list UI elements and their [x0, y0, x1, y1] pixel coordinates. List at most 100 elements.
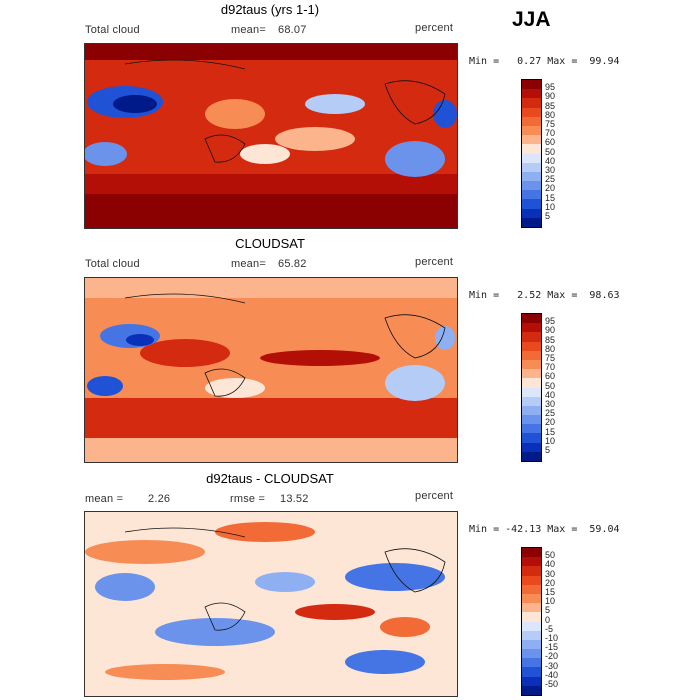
colorbar-tick-label: 70: [545, 362, 556, 373]
colorbar-swatch: [522, 107, 541, 117]
colorbar-swatch: [522, 181, 541, 191]
panel-3-mean-value: 2.26: [148, 493, 171, 505]
colorbar-swatch: [522, 199, 541, 209]
colorbar-tick-label: 40: [545, 155, 556, 166]
panel-2-map: [84, 277, 458, 463]
colorbar-swatch: [522, 89, 541, 99]
panel-3-unit-label: percent: [415, 490, 454, 502]
colorbar-swatch: [522, 153, 541, 163]
colorbar-swatch: [522, 593, 541, 604]
colorbar-swatch: [522, 314, 541, 324]
colorbar-swatch: [522, 98, 541, 108]
panel-1-mean-value: 68.07: [278, 24, 307, 36]
colorbar-tick-label: 15: [545, 192, 556, 203]
colorbar-swatch: [522, 548, 541, 558]
colorbar-tick-label: 20: [545, 417, 556, 428]
colorbar-tick-label: 40: [545, 559, 556, 570]
colorbar-tick-label: 20: [545, 577, 556, 588]
colorbar-tick-label: 95: [545, 316, 556, 327]
colorbar-tick-label: 95: [545, 82, 556, 93]
panel-3-minmax: Min = -42.13 Max = 59.04: [469, 524, 620, 535]
colorbar-swatch: [522, 217, 541, 227]
season-label: JJA: [512, 8, 551, 31]
colorbar-swatch: [522, 433, 541, 443]
panel-1-map-field: [85, 44, 457, 228]
colorbar-tick-label: -5: [545, 623, 554, 634]
colorbar-swatch: [522, 612, 541, 622]
panel-2-mean-value: 65.82: [278, 258, 307, 270]
colorbar-swatch: [522, 332, 541, 342]
colorbar-tick-label: 50: [545, 146, 556, 157]
colorbar-swatch: [522, 116, 541, 126]
colorbar-tick-label: -50: [545, 679, 559, 689]
colorbar-tick-label: 85: [545, 100, 556, 111]
colorbar-swatch: [522, 171, 541, 182]
panel-1-map: [84, 43, 458, 229]
colorbar-swatch: [522, 350, 541, 360]
colorbar-tick-label: 20: [545, 183, 556, 194]
colorbar-swatch: [522, 125, 541, 136]
colorbar-swatch: [522, 190, 541, 200]
colorbar-tick-label: 30: [545, 568, 556, 579]
colorbar-tick-label: 90: [545, 325, 556, 336]
panel-2-variable-label: Total cloud: [85, 258, 140, 270]
colorbar-swatch: [522, 387, 541, 397]
colorbar-swatch: [522, 676, 541, 686]
colorbar-swatch: [522, 603, 541, 613]
colorbar-tick-label: 5: [545, 605, 551, 616]
panel-1-variable-label: Total cloud: [85, 24, 140, 36]
colorbar-tick-label: 90: [545, 91, 556, 102]
panel-2-map-field: [85, 278, 457, 462]
colorbar-tick-label: 60: [545, 137, 556, 148]
colorbar-swatch: [522, 451, 541, 461]
colorbar-tick-label: 50: [545, 380, 556, 391]
colorbar-tick-label: 10: [545, 435, 556, 446]
colorbar-tick-label: -15: [545, 642, 559, 653]
panel-3-colorbar: [521, 547, 542, 696]
colorbar-swatch: [522, 369, 541, 379]
colorbar-tick-label: 50: [545, 550, 556, 561]
colorbar-swatch: [522, 208, 541, 218]
colorbar-tick-label: 30: [545, 399, 556, 409]
colorbar-swatch: [522, 162, 541, 172]
colorbar-swatch: [522, 557, 541, 567]
panel-3-rmse-label: rmse =: [230, 493, 266, 505]
colorbar-tick-label: -20: [545, 651, 559, 662]
panel-2-minmax: Min = 2.52 Max = 98.63: [469, 290, 620, 301]
colorbar-tick-label: -30: [545, 660, 559, 671]
panel-3-map: [84, 511, 458, 697]
panel-1-minmax: Min = 0.27 Max = 99.94: [469, 56, 620, 67]
colorbar-tick-label: 40: [545, 389, 556, 400]
colorbar-swatch: [522, 649, 541, 659]
colorbar-tick-label: 15: [545, 587, 556, 597]
colorbar-tick-label: 0: [545, 614, 551, 625]
colorbar-tick-label: 70: [545, 128, 556, 139]
colorbar-tick-label: 75: [545, 119, 556, 129]
colorbar-tick-label: 30: [545, 165, 556, 175]
colorbar-tick-label: 5: [545, 445, 551, 455]
colorbar-swatch: [522, 80, 541, 90]
colorbar-tick-label: 15: [545, 426, 556, 437]
panel-3-rmse-value: 13.52: [280, 493, 309, 505]
colorbar-swatch: [522, 639, 541, 650]
colorbar-swatch: [522, 685, 541, 695]
colorbar-tick-label: 25: [545, 174, 556, 185]
colorbar-tick-label: 80: [545, 343, 556, 354]
colorbar-swatch: [522, 415, 541, 425]
panel-2-unit-label: percent: [415, 256, 454, 268]
colorbar-tick-label: 60: [545, 371, 556, 382]
colorbar-swatch: [522, 442, 541, 452]
colorbar-swatch: [522, 396, 541, 406]
colorbar-swatch: [522, 424, 541, 434]
panel-3-title: d92taus - CLOUDSAT: [206, 471, 334, 486]
colorbar-swatch: [522, 405, 541, 416]
colorbar-swatch: [522, 323, 541, 333]
panel-3-mean-label: mean =: [85, 493, 124, 505]
colorbar-tick-label: 10: [545, 596, 556, 607]
panel-1-title: d92taus (yrs 1-1): [220, 2, 320, 17]
panel-2-title: CLOUDSAT: [235, 236, 305, 251]
colorbar-tick-label: 80: [545, 109, 556, 120]
panel-1-unit-label: percent: [415, 22, 454, 34]
colorbar-swatch: [522, 658, 541, 668]
colorbar-swatch: [522, 575, 541, 585]
